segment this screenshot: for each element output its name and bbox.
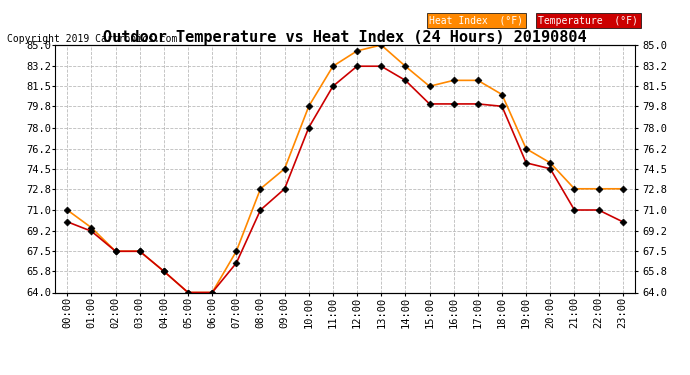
Text: Heat Index  (°F): Heat Index (°F) — [429, 16, 523, 26]
Text: Temperature  (°F): Temperature (°F) — [538, 16, 638, 26]
Text: Copyright 2019 Cartronics.com: Copyright 2019 Cartronics.com — [7, 34, 177, 44]
Title: Outdoor Temperature vs Heat Index (24 Hours) 20190804: Outdoor Temperature vs Heat Index (24 Ho… — [104, 30, 586, 45]
